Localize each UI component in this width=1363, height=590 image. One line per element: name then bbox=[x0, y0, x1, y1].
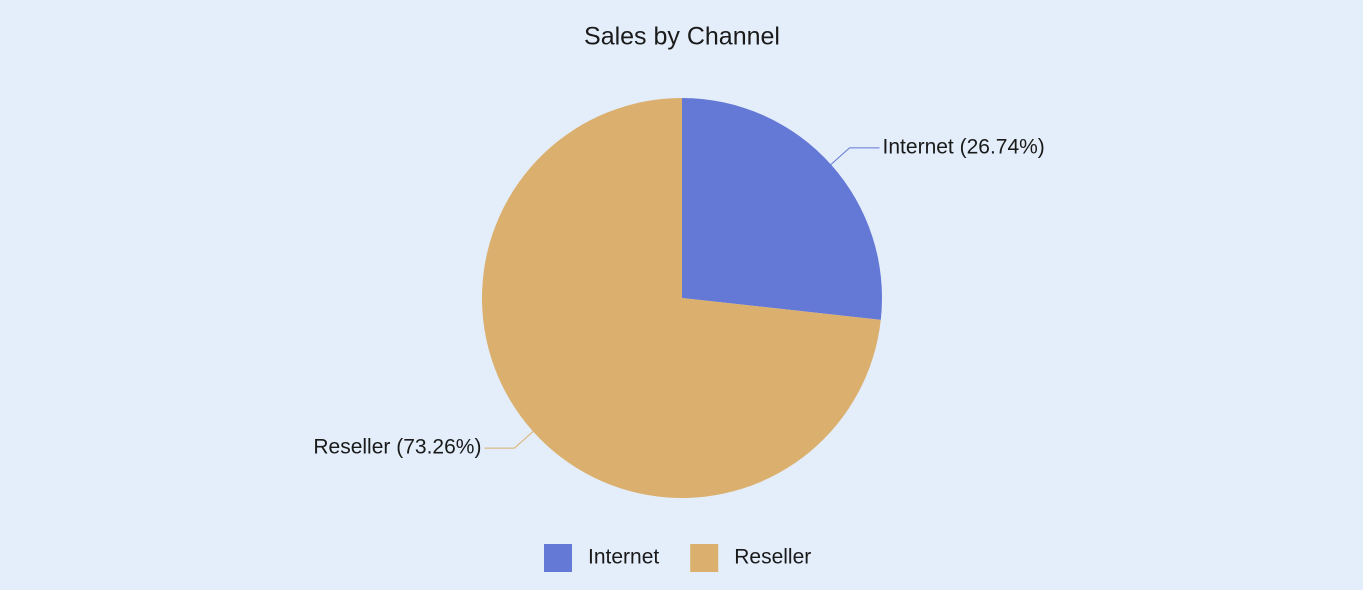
chart-title: Sales by Channel bbox=[584, 23, 780, 51]
legend-label: Reseller bbox=[734, 546, 811, 569]
legend-swatch bbox=[690, 544, 719, 572]
legend-label: Internet bbox=[588, 546, 659, 569]
pie-slice bbox=[482, 98, 881, 498]
leader-line bbox=[830, 147, 880, 165]
leader-line bbox=[484, 431, 534, 449]
pie-slice bbox=[682, 98, 882, 320]
legend-swatch bbox=[544, 544, 572, 572]
data-label: Reseller (73.26%) bbox=[313, 436, 481, 459]
data-label: Internet (26.74%) bbox=[883, 135, 1045, 158]
